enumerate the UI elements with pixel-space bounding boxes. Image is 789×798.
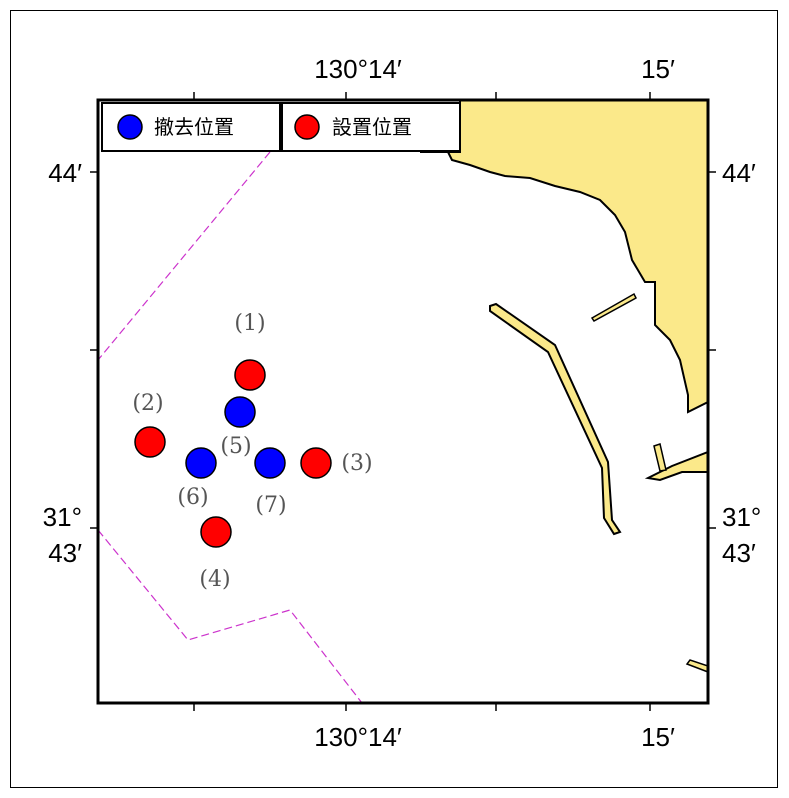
station-marker-5 (224, 396, 256, 428)
tick-top-lon-1: 130°14′ (314, 54, 402, 84)
legend-label-install: 設置位置 (332, 115, 412, 139)
tick-left-lat-43: 43′ (48, 538, 82, 568)
tick-top-lon-2: 15′ (641, 54, 675, 84)
station-marker-7 (254, 447, 286, 479)
legend-marker-removal (117, 114, 143, 140)
tick-right-lat-43: 43′ (722, 538, 756, 568)
map-frame (96, 98, 710, 705)
station-label-4: (4) (199, 567, 230, 592)
station-marker-6 (185, 447, 217, 479)
breakwater-long (489, 302, 622, 536)
legend: 撤去位置 設置位置 (101, 102, 461, 152)
breakwater-short (590, 292, 637, 322)
tick-left-lat-44: 44′ (48, 158, 82, 188)
station-label-7: (7) (255, 493, 286, 518)
tick-bottom-lon-2: 15′ (641, 722, 675, 752)
station-marker-4 (200, 516, 232, 548)
legend-marker-install (294, 114, 320, 140)
station-label-3: (3) (341, 451, 372, 476)
tick-left-lat-31: 31° (43, 502, 82, 532)
station-marker-3 (300, 447, 332, 479)
station-label-6: (6) (177, 485, 208, 510)
tick-bottom-lon-1: 130°14′ (314, 722, 402, 752)
boundary-line-lower (97, 529, 363, 704)
outer-border (10, 10, 778, 788)
tick-right-lat-31: 31° (722, 502, 761, 532)
legend-label-removal: 撤去位置 (154, 115, 234, 139)
station-marker-1 (234, 359, 266, 391)
tick-right-lat-44: 44′ (722, 158, 756, 188)
pier (653, 443, 667, 472)
station-label-2: (2) (132, 391, 163, 416)
tick-marks (90, 92, 716, 711)
station-label-5: (5) (220, 434, 251, 459)
boundary-line-upper (97, 151, 271, 361)
station-label-1: (1) (234, 311, 265, 336)
station-marker-2 (134, 426, 166, 458)
